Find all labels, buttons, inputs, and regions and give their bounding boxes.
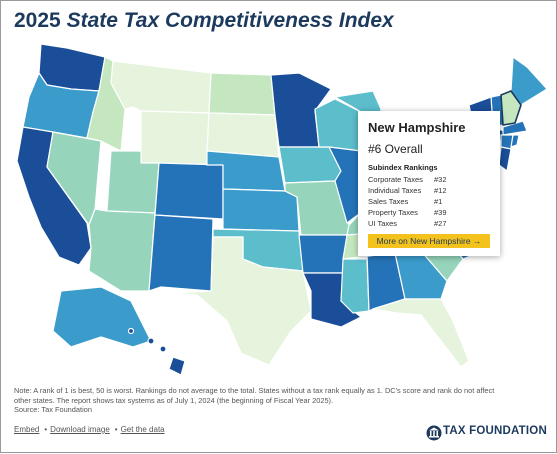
footer-links: Embed • Download image • Get the data bbox=[14, 425, 165, 434]
chart-note: Note: A rank of 1 is best, 50 is worst. … bbox=[14, 386, 495, 415]
tooltip-row-sales: Sales Taxes #1 bbox=[368, 197, 443, 206]
tooltip-overall-rank: #6 Overall bbox=[368, 142, 423, 156]
get-data-link[interactable]: Get the data bbox=[120, 425, 165, 434]
tooltip-row-ui: UI Taxes #27 bbox=[368, 219, 447, 228]
state-rhode-island[interactable] bbox=[510, 134, 520, 148]
tax-foundation-logo-icon bbox=[426, 425, 442, 441]
state-texas[interactable] bbox=[170, 236, 312, 366]
state-florida[interactable] bbox=[372, 298, 470, 368]
state-south-dakota[interactable] bbox=[206, 112, 280, 158]
state-tooltip: New Hampshire #6 Overall Subindex Rankin… bbox=[358, 111, 500, 256]
state-new-jersey[interactable] bbox=[498, 146, 512, 172]
state-new-mexico[interactable] bbox=[148, 214, 214, 292]
state-montana[interactable] bbox=[110, 60, 212, 114]
state-wyoming[interactable] bbox=[140, 110, 210, 166]
state-hawaii[interactable] bbox=[127, 327, 186, 376]
tooltip-row-property: Property Taxes #39 bbox=[368, 208, 447, 217]
page-title: 2025 State Tax Competitiveness Index bbox=[14, 9, 394, 32]
download-image-link[interactable]: Download image bbox=[50, 425, 110, 434]
tooltip-subindex-heading: Subindex Rankings bbox=[368, 163, 438, 172]
embed-link[interactable]: Embed bbox=[14, 425, 40, 434]
tooltip-state-name: New Hampshire bbox=[368, 120, 466, 135]
state-massachusetts[interactable] bbox=[502, 120, 528, 136]
state-colorado[interactable] bbox=[154, 162, 224, 220]
state-arizona[interactable] bbox=[88, 208, 156, 292]
brand-name: TAX FOUNDATION bbox=[443, 425, 547, 437]
state-arkansas[interactable] bbox=[298, 234, 348, 274]
state-maine[interactable] bbox=[510, 56, 548, 106]
state-kansas[interactable] bbox=[222, 188, 300, 232]
state-washington[interactable] bbox=[38, 43, 106, 92]
state-north-dakota[interactable] bbox=[208, 72, 276, 116]
state-mississippi[interactable] bbox=[340, 258, 370, 314]
tooltip-row-individual: Individual Taxes #12 bbox=[368, 186, 447, 195]
more-on-state-button[interactable]: More on New Hampshire → bbox=[368, 234, 490, 248]
tooltip-row-corporate: Corporate Taxes #32 bbox=[368, 175, 447, 184]
state-new-hampshire[interactable] bbox=[500, 90, 522, 126]
state-alaska[interactable] bbox=[52, 286, 152, 348]
